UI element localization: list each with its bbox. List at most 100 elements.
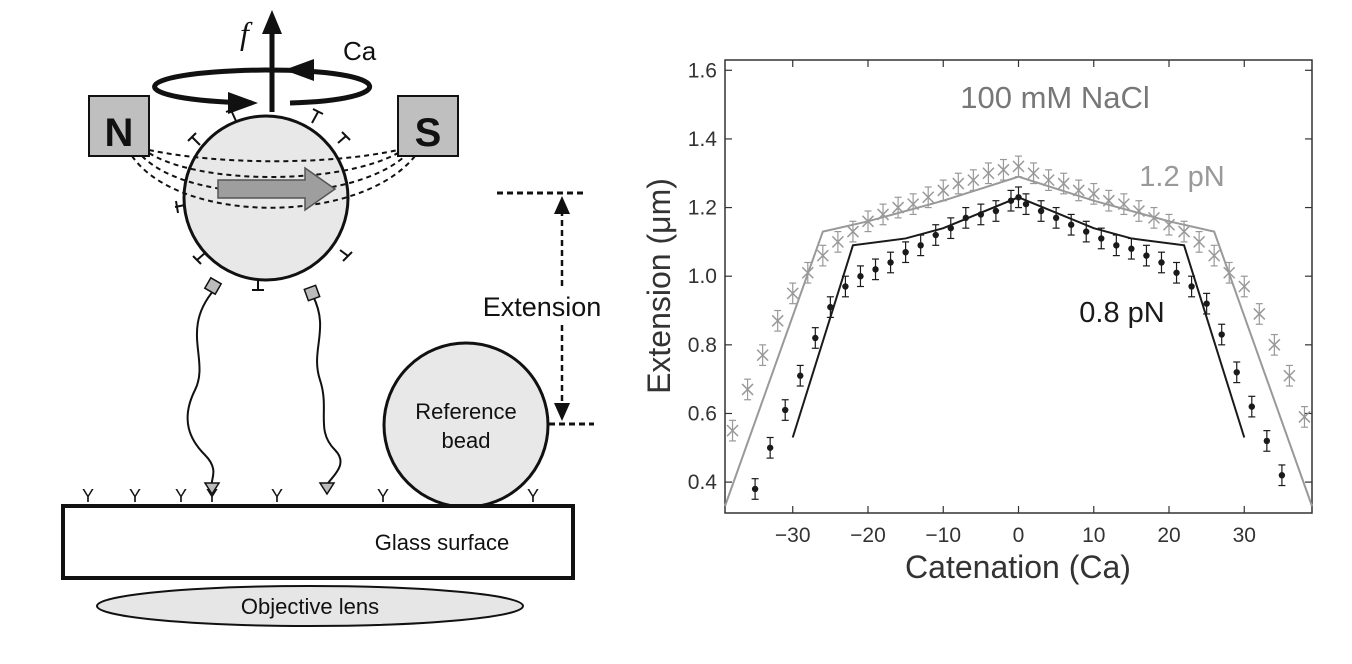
extension-arrowhead-down [554,403,570,421]
data-point [892,196,905,219]
data-point [781,399,789,421]
tether-anchor-right [303,284,321,302]
y-tick-label: 1.2 [688,197,717,220]
data-point [1072,179,1085,202]
data-point [1015,186,1022,209]
data-point [1208,244,1221,267]
data-point [1132,200,1145,222]
svg-text:Y: Y [377,486,389,506]
dna-tethers [186,289,342,486]
model-curve [724,175,1313,507]
data-point [872,258,880,281]
data-point [1082,220,1090,243]
tether-end-right [318,482,336,496]
data-point [826,296,834,318]
twist-label: Ca [343,36,377,66]
data-point [1142,244,1150,267]
glass-surface-label: Glass surface [375,530,510,555]
series-label-0-8pN: 0.8 pN [1079,297,1164,329]
data-point [741,378,754,401]
data-point [726,419,739,442]
data-point [846,220,859,243]
reference-bead [382,341,550,509]
data-point [1007,189,1015,212]
tether-anchor-left [203,276,223,296]
series-label-1-2pN: 1.2 pN [1139,161,1224,193]
rotation-ellipse [152,67,373,106]
data-point [1147,206,1160,229]
data-point [982,162,995,185]
x-tick-label: 0 [1013,524,1025,547]
data-point [1263,430,1271,452]
x-axis-label: Catenation (Ca) [905,549,1131,585]
data-point [841,275,849,298]
data-point [917,234,925,257]
data-point [977,203,985,226]
data-point [1278,464,1286,487]
rotation-arrowhead-left [284,59,314,81]
model-curves [724,175,1313,507]
data-point [997,158,1010,181]
data-point [902,241,910,264]
bead-ligands [174,107,353,291]
data-point [947,217,955,240]
data-point [796,364,804,387]
data-point [1248,395,1256,418]
data-point [1012,155,1025,178]
svg-text:Y: Y [82,486,94,506]
extension-indicator [497,191,594,426]
data-point [831,230,844,253]
rotation-arrowhead-right [228,92,258,114]
data-point [1193,230,1206,253]
y-axis-label: Extension (μm) [641,178,677,394]
y-axis-ticks: 0.4 0.6 0.8 1.0 1.2 1.4 1.6 [688,59,1312,494]
data-point [861,210,875,233]
data-point [1087,182,1100,205]
extension-arrowhead-up [554,196,570,214]
data-point [1162,213,1176,236]
data-point [877,203,890,226]
data-point [756,344,769,367]
data-point [766,436,774,459]
objective-lens [96,585,524,627]
magnet-north [88,95,150,157]
data-point [887,251,895,274]
data-point [1042,169,1055,192]
data-point [751,478,759,500]
data-point [1157,251,1165,274]
data-point [1127,237,1135,260]
y-tick-label: 0.4 [688,471,718,494]
y-tick-label: 0.8 [688,334,717,357]
data-point [771,309,784,332]
force-label: f [240,15,253,51]
data-point [1203,292,1211,315]
data-point [1223,261,1236,284]
data-point [1188,275,1196,298]
magnetic-tweezers-schematic: f Ca N S [61,10,602,627]
data-point [1253,303,1266,325]
data-point [786,282,799,305]
force-arrowhead [262,10,282,34]
y-tick-label: 1.4 [688,128,718,151]
data-point [1057,172,1070,195]
data-point [1238,275,1251,298]
data-point [1112,234,1120,257]
data-point [907,193,920,216]
tether-end-left [203,482,221,496]
data-point [962,206,970,229]
glass-surface [61,504,575,580]
data-point [1097,227,1105,250]
data-point [816,244,829,267]
magnet-south-label: S [415,111,442,155]
data-point [1052,206,1060,229]
magnet-north-label: N [105,111,134,155]
data-point [952,172,965,195]
svg-text:Y: Y [129,486,141,506]
x-tick-label: −10 [925,524,961,547]
reference-bead-label-line1: Reference [415,399,517,424]
extension-vs-catenation-chart: −30 −20 −10 0 10 20 30 0.4 0.6 0.8 1.0 1.2 1.4 1.6 1… [641,59,1313,585]
y-tick-label: 0.6 [688,402,717,425]
extension-label: Extension [483,292,602,322]
